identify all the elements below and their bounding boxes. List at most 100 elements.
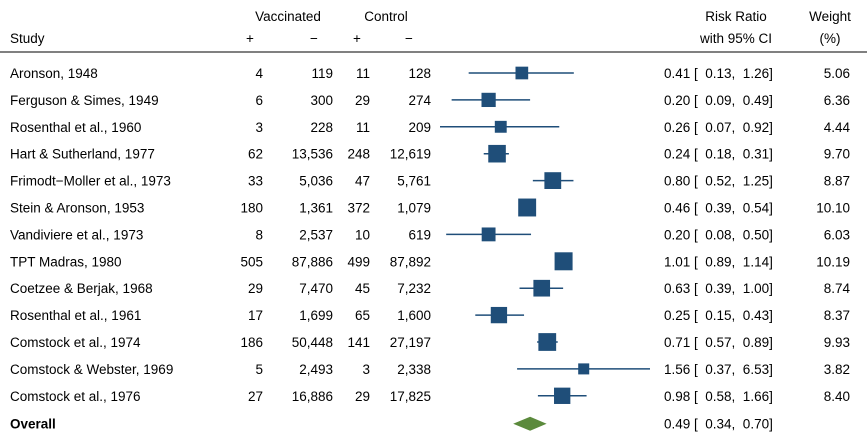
header-control: Control: [364, 9, 408, 24]
weight-value: 8.40: [824, 389, 850, 404]
risk-ratio-ci: 0.41 [ 0.13, 1.26]: [664, 66, 773, 81]
control-positive: 372: [347, 201, 370, 216]
header-ctrl-plus: +: [353, 31, 361, 46]
weight-value: 8.74: [824, 281, 851, 296]
vaccinated-positive: 6: [255, 93, 263, 108]
vaccinated-positive: 29: [248, 281, 263, 296]
vaccinated-negative: 2,493: [299, 362, 333, 377]
weight-value: 8.37: [824, 308, 850, 323]
vaccinated-negative: 119: [311, 66, 333, 81]
vaccinated-positive: 3: [255, 120, 263, 135]
control-negative: 17,825: [390, 389, 431, 404]
vaccinated-negative: 300: [310, 93, 333, 108]
effect-marker: [554, 252, 573, 271]
study-label: Hart & Sutherland, 1977: [10, 147, 155, 162]
vaccinated-negative: 7,470: [299, 281, 333, 296]
effect-marker: [490, 306, 508, 324]
header-vaccinated: Vaccinated: [255, 9, 321, 24]
weight-value: 9.70: [824, 147, 850, 162]
vaccinated-positive: 62: [248, 147, 263, 162]
control-negative: 1,079: [397, 201, 431, 216]
risk-ratio-ci: 0.20 [ 0.09, 0.49]: [664, 93, 773, 108]
vaccinated-positive: 17: [248, 308, 263, 323]
study-label: Comstock et al., 1974: [10, 335, 141, 350]
study-rows: Aronson, 1948 4 119 11 128 0.41 [ 0.13, 1.26]…: [10, 66, 850, 432]
effect-marker: [544, 172, 562, 189]
vaccinated-negative: 87,886: [292, 254, 333, 269]
weight-value: 6.03: [824, 227, 850, 242]
weight-value: 4.44: [824, 120, 851, 135]
effect-marker: [518, 198, 537, 217]
effect-marker: [494, 120, 507, 133]
control-positive: 45: [355, 281, 370, 296]
effect-marker: [554, 387, 571, 404]
vaccinated-positive: 186: [240, 335, 263, 350]
header-vacc-plus: +: [246, 31, 254, 46]
control-negative: 12,619: [390, 147, 431, 162]
effect-marker: [578, 363, 590, 375]
risk-ratio-ci: 1.01 [ 0.89, 1.14]: [664, 254, 773, 269]
vaccinated-positive: 505: [240, 254, 263, 269]
vaccinated-negative: 50,448: [292, 335, 333, 350]
control-negative: 619: [408, 227, 431, 242]
effect-marker: [538, 333, 557, 351]
risk-ratio-ci: 0.25 [ 0.15, 0.43]: [664, 308, 773, 323]
vaccinated-negative: 1,361: [299, 201, 333, 216]
study-label: Comstock et al., 1976: [10, 389, 141, 404]
effect-marker: [533, 279, 551, 297]
study-label: TPT Madras, 1980: [10, 254, 122, 269]
control-negative: 27,197: [390, 335, 431, 350]
study-label: Frimodt−Moller et al., 1973: [10, 174, 171, 189]
control-positive: 29: [355, 93, 370, 108]
study-label: Comstock & Webster, 1969: [10, 362, 173, 377]
control-positive: 65: [355, 308, 370, 323]
risk-ratio-ci: 0.20 [ 0.08, 0.50]: [664, 227, 773, 242]
study-label: Stein & Aronson, 1953: [10, 201, 144, 216]
vaccinated-positive: 27: [248, 389, 263, 404]
control-negative: 5,761: [397, 174, 431, 189]
risk-ratio-ci: 0.80 [ 0.52, 1.25]: [664, 174, 773, 189]
header-ctrl-minus: −: [405, 31, 413, 46]
control-positive: 499: [347, 254, 370, 269]
header-weight-line2: (%): [820, 31, 841, 46]
risk-ratio-ci: 0.46 [ 0.39, 0.54]: [664, 201, 773, 216]
vaccinated-negative: 1,699: [299, 308, 333, 323]
weight-value: 10.10: [816, 201, 850, 216]
control-negative: 7,232: [397, 281, 431, 296]
control-positive: 11: [356, 120, 370, 135]
control-positive: 3: [362, 362, 370, 377]
header-study: Study: [10, 31, 45, 46]
overall-ci: 0.49 [ 0.34, 0.70]: [664, 417, 773, 432]
vaccinated-positive: 4: [255, 66, 263, 81]
vaccinated-positive: 33: [248, 174, 263, 189]
study-label: Rosenthal et al., 1961: [10, 308, 141, 323]
control-positive: 11: [356, 66, 370, 81]
control-negative: 274: [408, 93, 431, 108]
vaccinated-negative: 16,886: [292, 389, 333, 404]
study-label: Aronson, 1948: [10, 66, 98, 81]
vaccinated-positive: 180: [240, 201, 263, 216]
weight-value: 8.87: [824, 174, 850, 189]
vaccinated-positive: 5: [255, 362, 263, 377]
vaccinated-positive: 8: [255, 227, 263, 242]
weight-value: 9.93: [824, 335, 850, 350]
vaccinated-negative: 2,537: [299, 227, 333, 242]
effect-marker: [515, 66, 529, 80]
control-negative: 2,338: [397, 362, 431, 377]
overall-label: Overall: [10, 417, 56, 432]
study-label: Coetzee & Berjak, 1968: [10, 281, 153, 296]
control-positive: 141: [347, 335, 370, 350]
control-positive: 47: [355, 174, 370, 189]
risk-ratio-ci: 0.24 [ 0.18, 0.31]: [664, 147, 773, 162]
weight-value: 10.19: [816, 254, 850, 269]
control-positive: 248: [347, 147, 370, 162]
header-effect-line2: with 95% CI: [699, 31, 772, 46]
effect-marker: [481, 92, 496, 108]
effect-marker: [488, 144, 506, 163]
study-label: Rosenthal et al., 1960: [10, 120, 141, 135]
risk-ratio-ci: 0.63 [ 0.39, 1.00]: [664, 281, 773, 296]
header: Vaccinated Control Study + − + − Risk Ra…: [10, 9, 851, 46]
vaccinated-negative: 13,536: [292, 147, 333, 162]
header-weight-line1: Weight: [809, 9, 851, 24]
weight-value: 3.82: [824, 362, 850, 377]
